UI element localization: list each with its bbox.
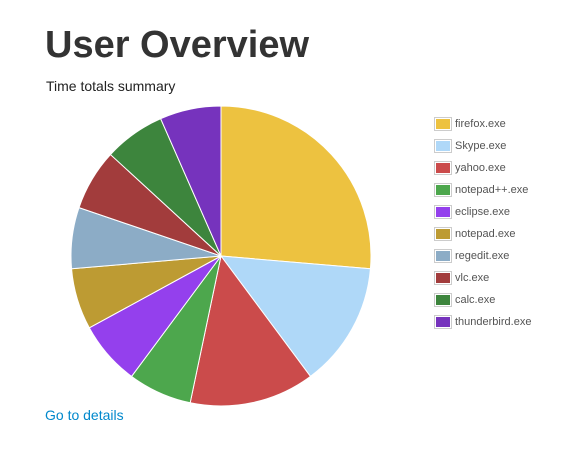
legend-label: regedit.exe xyxy=(455,250,510,262)
legend-label: yahoo.exe xyxy=(455,162,506,174)
pie-slice-firefox-exe xyxy=(220,105,372,270)
legend-item: yahoo.exe xyxy=(434,157,574,179)
legend-swatch xyxy=(436,251,450,261)
chart-legend: firefox.exe Skype.exe yahoo.exe notepad++.e… xyxy=(434,113,574,333)
legend-swatch-frame xyxy=(434,139,452,153)
pie-slice-thunderbird-exe xyxy=(160,105,222,257)
legend-label: notepad.exe xyxy=(455,228,516,240)
legend-swatch xyxy=(436,119,450,129)
legend-label: thunderbird.exe xyxy=(455,316,532,328)
legend-swatch xyxy=(436,229,450,239)
legend-swatch xyxy=(436,163,450,173)
legend-label: notepad++.exe xyxy=(455,184,529,196)
legend-swatch xyxy=(436,207,450,217)
legend-item: thunderbird.exe xyxy=(434,311,574,333)
page-title: User Overview xyxy=(45,24,310,66)
legend-swatch-frame xyxy=(434,249,452,263)
pie-slice-yahoo-exe xyxy=(189,255,311,407)
pie-slice-skype-exe xyxy=(220,255,371,377)
legend-swatch-frame xyxy=(434,293,452,307)
legend-swatch-frame xyxy=(434,117,452,131)
legend-item: Skype.exe xyxy=(434,135,574,157)
legend-item: regedit.exe xyxy=(434,245,574,267)
legend-item: vlc.exe xyxy=(434,267,574,289)
legend-item: eclipse.exe xyxy=(434,201,574,223)
legend-swatch xyxy=(436,295,450,305)
legend-swatch xyxy=(436,185,450,195)
legend-swatch xyxy=(436,141,450,151)
legend-swatch-frame xyxy=(434,227,452,241)
legend-swatch xyxy=(436,317,450,327)
legend-label: firefox.exe xyxy=(455,118,506,130)
legend-swatch-frame xyxy=(434,315,452,329)
legend-label: eclipse.exe xyxy=(455,206,511,218)
legend-item: notepad.exe xyxy=(434,223,574,245)
legend-swatch xyxy=(436,273,450,283)
legend-label: vlc.exe xyxy=(455,272,490,284)
legend-item: notepad++.exe xyxy=(434,179,574,201)
chart-subtitle: Time totals summary xyxy=(46,78,176,94)
legend-swatch-frame xyxy=(434,183,452,197)
legend-swatch-frame xyxy=(434,271,452,285)
legend-swatch-frame xyxy=(434,205,452,219)
legend-swatch-frame xyxy=(434,161,452,175)
legend-item: firefox.exe xyxy=(434,113,574,135)
legend-label: Skype.exe xyxy=(455,140,507,152)
legend-label: calc.exe xyxy=(455,294,496,306)
legend-item: calc.exe xyxy=(434,289,574,311)
go-to-details-link[interactable]: Go to details xyxy=(45,407,124,423)
